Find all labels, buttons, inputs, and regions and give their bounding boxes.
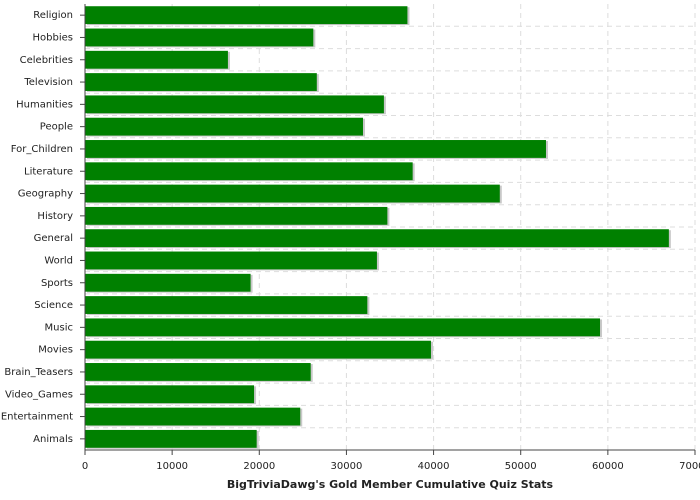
bar xyxy=(85,50,228,69)
bar xyxy=(85,206,388,225)
y-tick-label: General xyxy=(34,233,73,244)
bar xyxy=(85,318,601,337)
y-tick-label: World xyxy=(44,255,73,266)
bar xyxy=(85,162,413,181)
x-tick-label: 10000 xyxy=(156,461,188,472)
y-tick-label: Celebrities xyxy=(20,55,73,66)
y-tick-label: Video_Games xyxy=(5,389,73,400)
x-tick-label: 60000 xyxy=(592,461,624,472)
y-tick-label: Literature xyxy=(24,166,73,177)
bar xyxy=(85,296,368,314)
x-tick-label: 70000 xyxy=(679,461,700,472)
y-tick-label: History xyxy=(37,211,73,222)
bar xyxy=(85,340,431,359)
bar xyxy=(85,363,311,381)
bar xyxy=(85,73,317,91)
bar xyxy=(85,28,314,47)
bar xyxy=(85,385,255,404)
bar xyxy=(85,251,377,270)
x-tick-label: 20000 xyxy=(243,461,275,472)
y-tick-label: Entertainment xyxy=(1,412,73,423)
y-tick-label: Animals xyxy=(33,434,73,445)
y-tick-label: Music xyxy=(45,322,73,333)
y-tick-label: Religion xyxy=(33,10,73,21)
y-tick-label: Geography xyxy=(18,189,73,200)
y-tick-label: For_Children xyxy=(11,144,73,155)
bar xyxy=(85,229,669,248)
y-tick-label: Science xyxy=(34,300,73,311)
y-tick-label: Movies xyxy=(38,345,73,356)
bar xyxy=(85,140,546,158)
y-tick-label: Hobbies xyxy=(33,32,73,43)
bar xyxy=(85,117,363,136)
chart-title: BigTriviaDawg's Gold Member Cumulative Q… xyxy=(227,478,554,491)
x-tick-label: 0 xyxy=(82,461,88,472)
y-tick-label: Television xyxy=(23,77,73,88)
x-tick-label: 50000 xyxy=(505,461,537,472)
bar xyxy=(85,429,257,448)
bar xyxy=(85,273,251,292)
bar xyxy=(85,95,384,114)
y-tick-label: Humanities xyxy=(16,99,73,110)
bar xyxy=(85,6,408,25)
y-tick-label: People xyxy=(40,122,73,133)
y-tick-label: Brain_Teasers xyxy=(4,367,73,378)
bar xyxy=(85,407,301,426)
x-tick-label: 40000 xyxy=(418,461,450,472)
y-tick-label: Sports xyxy=(41,278,73,289)
x-tick-label: 30000 xyxy=(331,461,363,472)
bar xyxy=(85,184,500,203)
